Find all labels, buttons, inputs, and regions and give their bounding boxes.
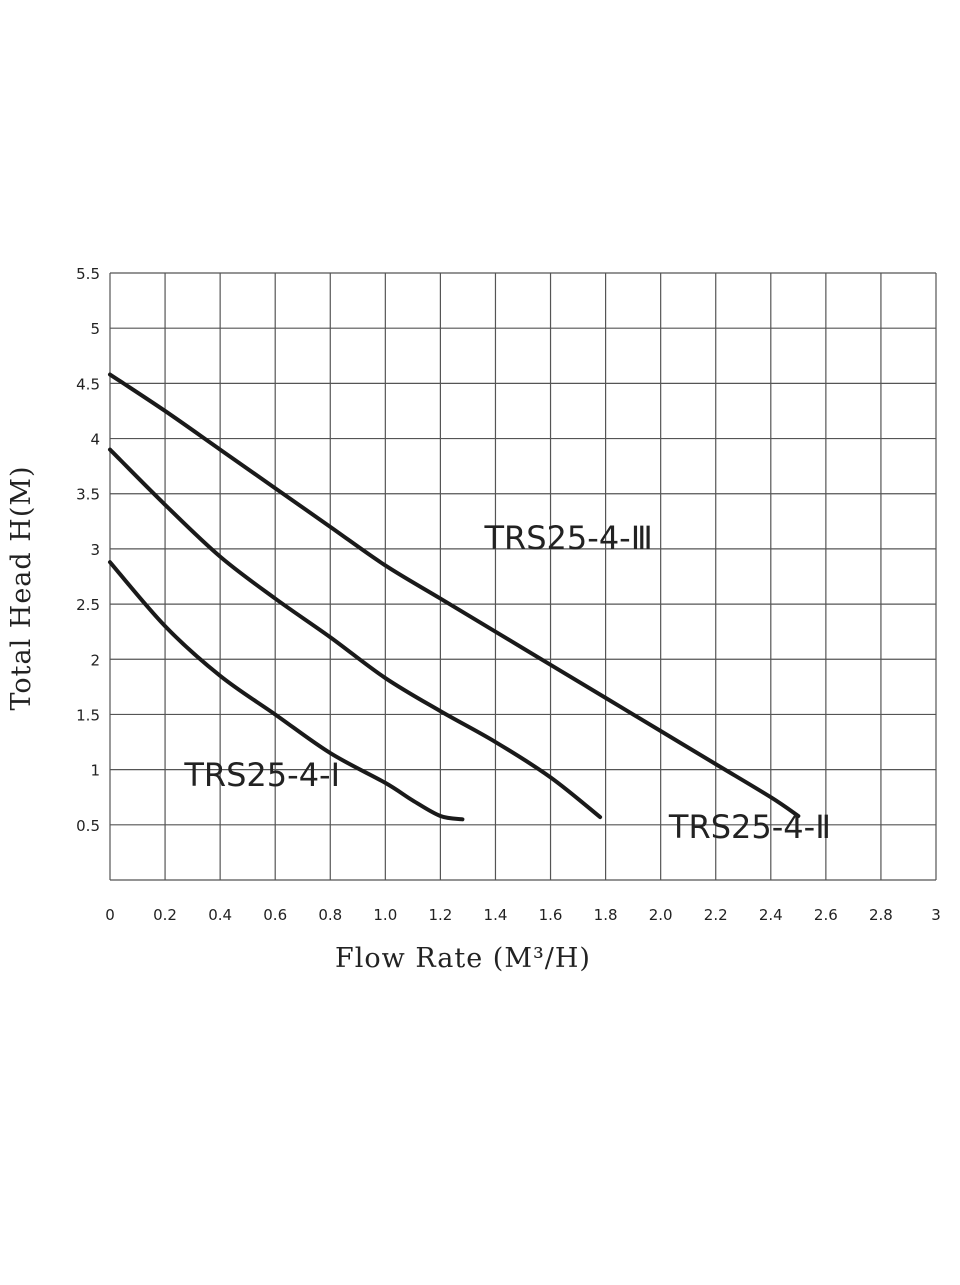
x-tick-label: 2.8	[869, 906, 893, 924]
y-tick-label: 0.5	[76, 817, 100, 835]
grid	[109, 272, 937, 881]
y-tick-label: 3.5	[76, 486, 100, 504]
x-tick-label: 0.6	[263, 906, 287, 924]
x-tick-label: 1.6	[539, 906, 563, 924]
y-tick-label: 2.5	[76, 596, 100, 614]
x-tick-label: 3	[931, 906, 941, 924]
x-tick-label: 1.8	[594, 906, 618, 924]
x-tick-label: 1.4	[484, 906, 508, 924]
tick-labels: 0 0.2 0.4 0.6 0.8 1.0 1.2 1.4 1.6 1.8 2.0 2.2 2.4 2.6…	[76, 265, 941, 924]
y-tick-label: 1.5	[76, 706, 100, 724]
y-tick-label: 2	[90, 651, 100, 669]
y-tick-label: 4.5	[76, 375, 100, 393]
curve-series-1	[108, 560, 465, 822]
x-tick-label: 0.8	[318, 906, 342, 924]
y-tick-label: 3	[90, 541, 100, 559]
x-tick-label: 0.2	[153, 906, 177, 924]
x-tick-label: 2.4	[759, 906, 783, 924]
curve-series-2	[108, 447, 603, 820]
curve-label-series-3: TRS25-4-Ⅲ	[483, 519, 652, 557]
x-tick-label: 2.6	[814, 906, 838, 924]
x-tick-label: 2.0	[649, 906, 673, 924]
curve-series-3	[108, 372, 801, 818]
curve-label-series-1: TRS25-4-Ⅰ	[183, 756, 340, 794]
y-tick-label: 5	[90, 320, 100, 338]
y-tick-label: 1	[90, 762, 100, 780]
curve-labels: TRS25-4-Ⅰ TRS25-4-Ⅱ TRS25-4-Ⅲ	[183, 519, 831, 846]
y-tick-label: 4	[90, 431, 100, 449]
x-tick-label: 1.0	[373, 906, 397, 924]
x-tick-label: 1.2	[428, 906, 452, 924]
y-axis-title: Total Head H(M)	[6, 465, 37, 710]
x-tick-label: 0.4	[208, 906, 232, 924]
x-tick-label: 2.2	[704, 906, 728, 924]
y-tick-label: 5.5	[76, 265, 100, 283]
x-axis-title: Flow Rate (M³/H)	[335, 943, 591, 974]
curve-label-series-2: TRS25-4-Ⅱ	[668, 808, 831, 846]
curves	[108, 372, 801, 822]
x-tick-label: 0	[105, 906, 115, 924]
